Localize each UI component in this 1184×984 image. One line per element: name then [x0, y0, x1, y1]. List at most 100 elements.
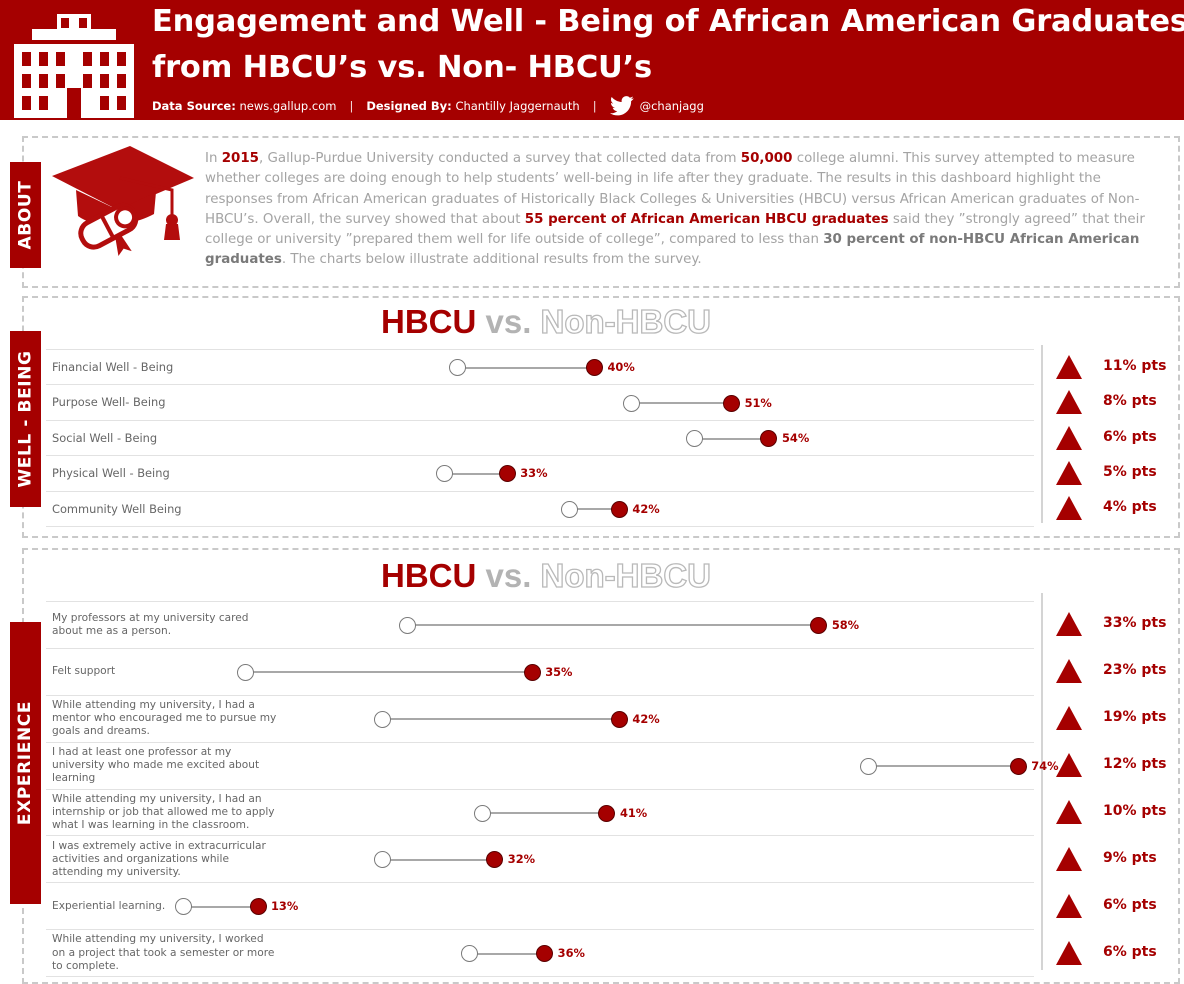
- chart-row: Experiential learning.: [46, 883, 1034, 931]
- about-text-segment: 50,000: [740, 151, 793, 166]
- hbcu-point[interactable]: [610, 710, 628, 728]
- chart-row: Felt support: [46, 649, 1034, 696]
- category-label: I had at least one professor at my unive…: [52, 745, 260, 785]
- difference-label: 12% pts: [1103, 756, 1167, 773]
- dumbbell-connector: [444, 472, 508, 475]
- header-hbcu: HBCU: [380, 557, 477, 594]
- dumbbell-connector: [631, 402, 732, 405]
- increase-triangle-icon: [1056, 940, 1082, 965]
- experience-tab: EXPERIENCE: [10, 622, 41, 904]
- hbcu-value-label: 40%: [607, 360, 635, 375]
- difference-label: 23% pts: [1103, 662, 1167, 679]
- difference-label: 6% pts: [1103, 943, 1157, 960]
- hbcu-point[interactable]: [536, 945, 554, 963]
- chart-row: Community Well Being: [46, 492, 1034, 527]
- chart-row: While attending my university, I had an …: [46, 790, 1034, 837]
- category-label: Community Well Being: [52, 501, 182, 516]
- non-hbcu-point[interactable]: [374, 851, 392, 869]
- hbcu-point[interactable]: [486, 851, 504, 869]
- header-non-hbcu: Non-HBCU: [540, 556, 712, 594]
- dumbbell-connector: [482, 812, 607, 815]
- difference-label: 11% pts: [1103, 357, 1167, 374]
- non-hbcu-point[interactable]: [860, 757, 878, 775]
- about-text-segment: 30 percent of non-HBCU African American …: [205, 232, 1140, 268]
- increase-triangle-icon: [1056, 800, 1082, 825]
- difference-label: 19% pts: [1103, 709, 1167, 726]
- wellbeing-tab: WELL - BEING: [10, 331, 41, 507]
- about-text-segment: In: [205, 151, 222, 166]
- increase-triangle-icon: [1056, 893, 1082, 918]
- row-divider: [46, 349, 1034, 350]
- header-hbcu: HBCU: [380, 303, 477, 340]
- row-divider: [46, 601, 1034, 602]
- chart-row: Social Well - Being: [46, 421, 1034, 457]
- non-hbcu-point[interactable]: [174, 898, 192, 916]
- chart-row: I was extremely active in extracurricula…: [46, 837, 1034, 884]
- difference-column-divider: [1041, 345, 1043, 523]
- designed-by-label: Designed By:: [366, 99, 452, 113]
- hbcu-point[interactable]: [249, 898, 267, 916]
- experience-section-header: HBCU vs. Non-HBCU: [46, 556, 1046, 595]
- hbcu-point[interactable]: [598, 804, 616, 822]
- separator: |: [349, 99, 354, 113]
- increase-triangle-icon: [1056, 612, 1082, 637]
- hbcu-value-label: 74%: [1031, 758, 1059, 773]
- wellbeing-tab-label: WELL - BEING: [15, 350, 36, 488]
- non-hbcu-point[interactable]: [473, 804, 491, 822]
- about-tab-label: ABOUT: [15, 180, 36, 250]
- separator: |: [592, 99, 597, 113]
- category-label: Felt support: [52, 665, 116, 678]
- about-paragraph: In 2015, Gallup-Purdue University conduc…: [205, 149, 1170, 271]
- header-vs: vs.: [485, 557, 532, 594]
- category-label: While attending my university, I had a m…: [52, 698, 277, 738]
- non-hbcu-point[interactable]: [623, 394, 641, 412]
- difference-label: 6% pts: [1103, 896, 1157, 913]
- dumbbell-connector: [245, 671, 533, 674]
- header-banner: Engagement and Well - Being of African A…: [0, 0, 1184, 120]
- hbcu-value-label: 33%: [520, 466, 548, 481]
- data-source-link[interactable]: news.gallup.com: [239, 99, 337, 113]
- chart-row: Physical Well - Being: [46, 456, 1034, 492]
- experience-tab-label: EXPERIENCE: [15, 700, 36, 826]
- hbcu-point[interactable]: [810, 616, 828, 634]
- non-hbcu-point[interactable]: [561, 500, 579, 518]
- hbcu-point[interactable]: [498, 465, 516, 483]
- hbcu-point[interactable]: [523, 663, 541, 681]
- hbcu-value-label: 42%: [632, 711, 660, 726]
- non-hbcu-point[interactable]: [448, 359, 466, 377]
- hbcu-point[interactable]: [610, 500, 628, 518]
- chart-row: I had at least one professor at my unive…: [46, 743, 1034, 790]
- non-hbcu-point[interactable]: [374, 710, 392, 728]
- hbcu-value-label: 35%: [545, 664, 573, 679]
- dumbbell-connector: [382, 858, 495, 861]
- non-hbcu-point[interactable]: [399, 616, 417, 634]
- difference-label: 8% pts: [1103, 393, 1157, 410]
- non-hbcu-point[interactable]: [237, 663, 255, 681]
- difference-label: 9% pts: [1103, 849, 1157, 866]
- twitter-handle[interactable]: @chanjagg: [639, 99, 704, 113]
- non-hbcu-point[interactable]: [461, 945, 479, 963]
- graduation-cap-diploma-icon: [52, 146, 194, 256]
- category-label: While attending my university, I had an …: [52, 792, 275, 832]
- difference-label: 4% pts: [1103, 499, 1157, 516]
- hbcu-point[interactable]: [1009, 757, 1027, 775]
- category-label: Social Well - Being: [52, 430, 158, 445]
- category-label: Financial Well - Being: [52, 359, 174, 374]
- hbcu-value-label: 36%: [557, 946, 585, 961]
- about-text-segment: , Gallup-Purdue University conducted a s…: [258, 151, 741, 166]
- dumbbell-connector: [382, 718, 620, 721]
- non-hbcu-point[interactable]: [436, 465, 454, 483]
- non-hbcu-point[interactable]: [685, 430, 703, 447]
- hbcu-point[interactable]: [586, 359, 603, 377]
- data-source-label: Data Source:: [152, 99, 236, 113]
- category-label: While attending my university, I worked …: [52, 933, 275, 972]
- chart-row: Purpose Well- Being: [46, 385, 1034, 421]
- about-text-segment: 55 percent of African American HBCU grad…: [524, 211, 889, 227]
- category-label: My professors at my university cared abo…: [52, 611, 249, 637]
- twitter-icon[interactable]: [609, 96, 634, 116]
- chart-row: While attending my university, I had a m…: [46, 696, 1034, 743]
- dumbbell-connector: [694, 437, 769, 440]
- hbcu-point[interactable]: [760, 430, 778, 447]
- hbcu-point[interactable]: [723, 394, 741, 412]
- header-credits: Data Source: news.gallup.com | Designed …: [152, 96, 704, 116]
